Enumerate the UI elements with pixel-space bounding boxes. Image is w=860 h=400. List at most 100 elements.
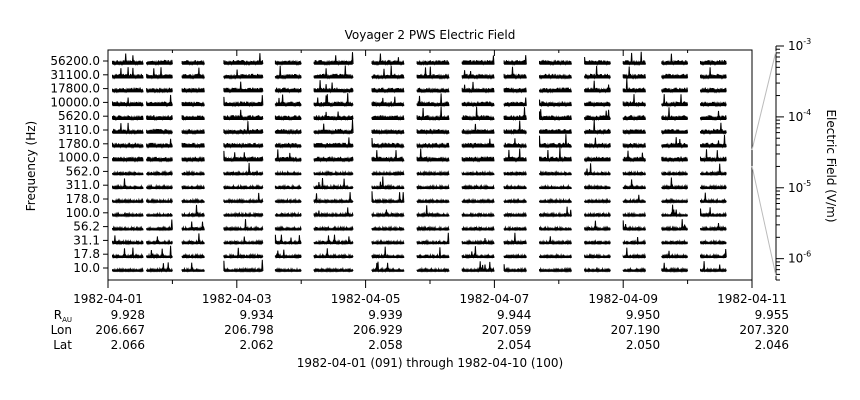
chart-title: Voyager 2 PWS Electric Field	[345, 28, 516, 42]
trace-segment	[146, 67, 173, 80]
trace-segment	[223, 53, 264, 66]
trace-segment	[371, 137, 405, 149]
trace-segment	[539, 59, 572, 66]
trace-segment	[661, 53, 689, 66]
trace-segment	[313, 207, 354, 218]
trace-segment	[416, 247, 450, 260]
trace-segment	[503, 66, 527, 80]
colorbar-connector	[751, 50, 777, 151]
trace-segment	[112, 122, 144, 135]
trace-segment	[371, 261, 405, 273]
y-tick-label: 100.0	[66, 206, 100, 220]
ephemeris-value: 9.934	[239, 308, 273, 322]
trace-segment	[461, 237, 495, 246]
trace-segment	[274, 149, 302, 163]
ephemeris-row-label: Lat	[53, 338, 72, 352]
colorbar-tick-exponent: -6	[803, 250, 811, 259]
ephemeris-value: 2.058	[368, 338, 402, 352]
trace-segment	[181, 221, 205, 232]
trace-segment	[503, 138, 527, 149]
trace-segment	[371, 114, 405, 121]
trace-segment	[223, 219, 264, 232]
trace-segment	[584, 109, 611, 122]
trace-segment	[223, 259, 264, 273]
ephemeris-value: 2.062	[239, 338, 273, 352]
trace-segment	[416, 93, 450, 108]
trace-segment	[313, 225, 354, 232]
x-axis-ticks: 1982-04-01 1982-04-03 1982-04-05 1982-04-07…	[73, 50, 787, 306]
x-tick-label: 1982-04-11	[717, 292, 787, 306]
y2-axis-label: Electric Field (V/m)	[824, 109, 838, 222]
trace-segment	[223, 247, 264, 260]
trace-segment	[461, 170, 495, 177]
ephemeris-row-label: Lon	[51, 323, 72, 337]
trace-segment	[223, 183, 264, 191]
trace-segment	[584, 65, 611, 80]
trace-segment	[181, 115, 205, 122]
trace-segment	[700, 149, 727, 163]
y-tick-label: 31.1	[73, 233, 100, 247]
y-axis-label: Frequency (Hz)	[24, 121, 38, 212]
trace-segment	[274, 94, 302, 108]
y-tick-label: 10.0	[73, 261, 100, 275]
trace-segment	[539, 147, 572, 163]
trace-segment	[539, 266, 572, 273]
trace-segment	[416, 232, 450, 246]
channel-trace	[112, 119, 727, 135]
trace-segment	[461, 197, 495, 204]
trace-segment	[371, 87, 405, 94]
colorbar-tick-exponent: -5	[803, 179, 811, 188]
trace-segment	[700, 67, 727, 80]
trace-segment	[146, 219, 173, 232]
trace-segment	[223, 192, 264, 204]
trace-segment	[112, 247, 144, 260]
channel-trace	[112, 78, 727, 94]
trace-segment	[371, 191, 405, 204]
trace-segment	[622, 247, 646, 260]
trace-segment	[371, 65, 405, 80]
trace-segment	[461, 101, 495, 108]
trace-segment	[584, 220, 611, 232]
y-tick-label: 17800.0	[50, 82, 100, 96]
trace-segment	[416, 87, 450, 94]
trace-segment	[112, 97, 144, 108]
trace-segment	[112, 67, 144, 80]
colorbar-tick-label: 10-4	[788, 108, 811, 124]
channel-trace	[112, 162, 727, 177]
channel-trace	[112, 134, 727, 149]
y-tick-label: 3110.0	[58, 123, 100, 137]
trace-segment	[461, 183, 495, 191]
trace-segment	[622, 150, 646, 163]
trace-segment	[661, 250, 689, 260]
trace-segment	[416, 128, 450, 135]
trace-segment	[416, 183, 450, 191]
trace-segment	[313, 137, 354, 149]
trace-segment	[313, 234, 354, 246]
colorbar-connector	[751, 165, 777, 277]
ephemeris-row-label: RAU	[54, 308, 72, 324]
trace-segment	[181, 233, 205, 246]
trace-segment	[503, 87, 527, 94]
channel-trace	[112, 219, 727, 232]
channel-trace	[112, 259, 727, 273]
channel-trace	[112, 147, 727, 163]
trace-segment	[416, 205, 450, 218]
trace-segment	[503, 97, 527, 108]
trace-segment	[371, 246, 405, 260]
y-tick-label: 10000.0	[50, 95, 100, 109]
colorbar-tick-exponent: -4	[803, 108, 811, 117]
trace-segment	[274, 234, 302, 246]
trace-segment	[622, 220, 646, 232]
trace-segment	[371, 170, 405, 177]
trace-segment	[416, 148, 450, 163]
trace-segment	[313, 266, 354, 273]
trace-segment	[371, 225, 405, 232]
trace-segment	[622, 194, 646, 204]
trace-segment	[146, 138, 173, 149]
trace-segment	[539, 128, 572, 134]
trace-segment	[223, 109, 264, 122]
trace-segment	[371, 150, 405, 163]
y-tick-label: 17.8	[73, 247, 100, 261]
trace-segment	[181, 156, 205, 163]
trace-segment	[622, 237, 646, 246]
